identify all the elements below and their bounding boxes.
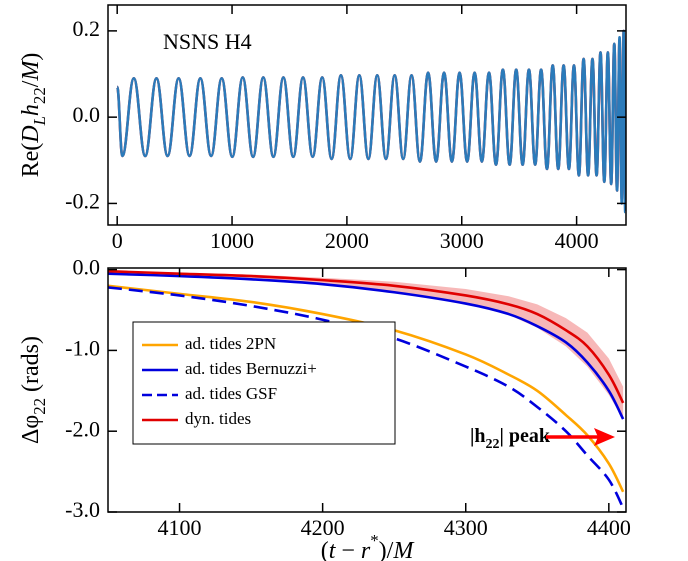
label-part: ( <box>321 538 329 561</box>
legend-label: ad. tides 2PN <box>185 334 276 353</box>
x-tick-label: 4100 <box>158 515 202 540</box>
y-tick-label: -2.0 <box>65 416 100 441</box>
label-part: 22 <box>486 437 500 452</box>
x-tick-label: 4200 <box>301 515 345 540</box>
annotation-arrowhead <box>594 428 615 446</box>
x-axis-label: (t − r*)/M <box>321 531 416 561</box>
annotation: NSNS H4 <box>163 29 252 54</box>
label-part: t <box>329 538 337 561</box>
x-tick-label: 3000 <box>440 228 484 253</box>
label-part: M <box>392 538 415 561</box>
legend-label: dyn. tides <box>185 409 251 428</box>
axes-frame <box>107 4 627 226</box>
label-part: (rads) <box>18 336 44 398</box>
x-tick-label: 1000 <box>210 228 254 253</box>
label-part: r <box>361 538 371 561</box>
y-axis-label: Δφ22 (rads) <box>18 336 50 444</box>
label-part: |h <box>470 425 486 447</box>
label-part: 22 <box>30 398 49 415</box>
legend-label: ad. tides GSF <box>185 384 277 403</box>
series-line <box>108 286 625 509</box>
legend-box <box>132 321 396 445</box>
label-part: L <box>30 116 49 126</box>
series-line <box>108 272 625 420</box>
y-tick-label: 0.2 <box>73 16 101 41</box>
axes-frame <box>107 267 627 513</box>
x-tick-label: 0 <box>112 228 123 253</box>
x-tick-label: 4400 <box>587 515 631 540</box>
label-part: − <box>335 538 361 561</box>
label-part: | peak <box>500 425 551 447</box>
x-tick-label: 2000 <box>325 228 369 253</box>
label-part: M <box>18 59 44 82</box>
y-tick-label: -3.0 <box>65 497 100 522</box>
label-part: ) <box>18 53 44 61</box>
label-part: D <box>18 125 44 143</box>
label-part: * <box>370 531 378 550</box>
y-axis-label: Re(DLh22/M) <box>18 53 50 178</box>
label-part: 22 <box>30 87 49 104</box>
label-part: h <box>18 104 44 116</box>
legend-label: ad. tides Bernuzzi+ <box>185 359 317 378</box>
y-tick-label: 0.0 <box>73 102 101 127</box>
series-line <box>115 29 626 214</box>
label-part: Re( <box>18 143 44 178</box>
x-tick-label: 4000 <box>555 228 599 253</box>
label-part: / <box>18 80 44 87</box>
annotation: |h22| peak <box>470 425 551 452</box>
label-part: Δφ <box>18 415 44 444</box>
y-tick-label: 0.0 <box>73 255 101 280</box>
label-part: )/ <box>379 538 394 561</box>
uncertainty-band <box>108 270 624 420</box>
plot-area <box>115 29 626 214</box>
y-tick-label: -1.0 <box>65 335 100 360</box>
series-line <box>108 269 625 404</box>
x-tick-label: 4300 <box>444 515 488 540</box>
y-tick-label: -0.2 <box>65 188 100 213</box>
